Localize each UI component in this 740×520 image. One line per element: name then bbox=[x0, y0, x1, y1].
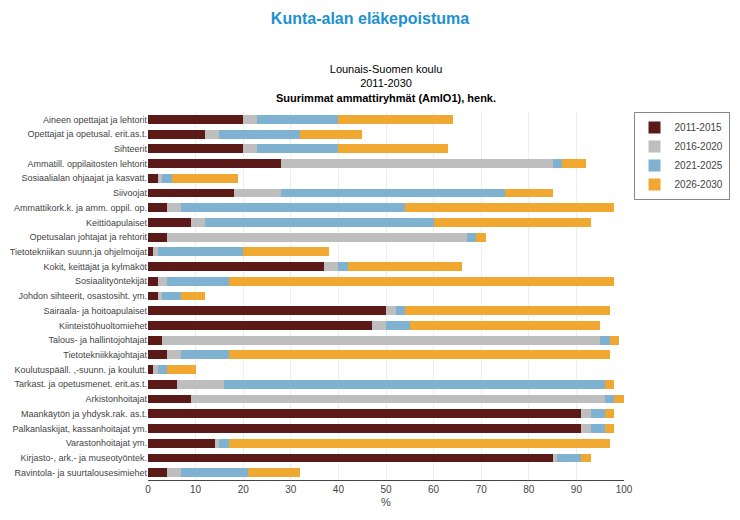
svg-text:Ammatill. oppilaitosten lehtor: Ammatill. oppilaitosten lehtorit bbox=[27, 159, 147, 169]
svg-text:90: 90 bbox=[571, 484, 583, 495]
svg-text:80: 80 bbox=[523, 484, 535, 495]
svg-text:Keittiöapulaiset: Keittiöapulaiset bbox=[86, 218, 148, 228]
svg-text:2011-2015: 2011-2015 bbox=[675, 122, 723, 133]
svg-text:Talous- ja hallintojohtajat: Talous- ja hallintojohtajat bbox=[48, 335, 147, 345]
svg-text:Kokit, keittäjät ja kylmäköt: Kokit, keittäjät ja kylmäköt bbox=[43, 262, 147, 272]
svg-text:Koulutuspääll. ,-suunn. ja kou: Koulutuspääll. ,-suunn. ja koulutt. bbox=[14, 365, 147, 375]
svg-text:2016-2020: 2016-2020 bbox=[675, 141, 723, 152]
svg-text:70: 70 bbox=[476, 484, 488, 495]
svg-text:Tarkast. ja opetusmenet. erit.: Tarkast. ja opetusmenet. erit.as.t. bbox=[14, 379, 147, 389]
svg-text:%: % bbox=[381, 496, 391, 508]
svg-text:Ammattikork.k. ja amm. oppil.: Ammattikork.k. ja amm. oppil. op. bbox=[14, 203, 147, 213]
svg-text:Sihteerit: Sihteerit bbox=[114, 144, 148, 154]
svg-text:2021-2025: 2021-2025 bbox=[675, 160, 723, 171]
svg-text:Tietotekniikan suunn.ja ohjelm: Tietotekniikan suunn.ja ohjelmoijat bbox=[10, 247, 148, 257]
svg-text:Varastonhoitajat ym.: Varastonhoitajat ym. bbox=[66, 438, 147, 448]
svg-text:Kiinteistöhuoltomiehet: Kiinteistöhuoltomiehet bbox=[59, 321, 148, 331]
svg-text:Lounais-Suomen koulu2011-2030S: Lounais-Suomen koulu2011-2030Suurimmat a… bbox=[276, 63, 496, 104]
svg-text:0: 0 bbox=[145, 484, 151, 495]
svg-text:Kunta-alan eläkepoistuma: Kunta-alan eläkepoistuma bbox=[271, 10, 469, 27]
svg-text:Opetusalan johtajat ja rehtori: Opetusalan johtajat ja rehtorit bbox=[29, 232, 147, 242]
svg-text:Aineen opettajat ja lehtorit: Aineen opettajat ja lehtorit bbox=[43, 115, 148, 125]
svg-text:Arkistonhoitajat: Arkistonhoitajat bbox=[85, 394, 147, 404]
svg-text:Kirjasto-, ark.- ja museotyönt: Kirjasto-, ark.- ja museotyöntek. bbox=[20, 453, 147, 463]
svg-text:Siivoojat: Siivoojat bbox=[113, 188, 148, 198]
svg-text:30: 30 bbox=[285, 484, 297, 495]
svg-text:10: 10 bbox=[190, 484, 202, 495]
svg-text:100: 100 bbox=[616, 484, 633, 495]
svg-text:40: 40 bbox=[333, 484, 345, 495]
svg-text:Johdon sihteerit, osastosiht.: Johdon sihteerit, osastosiht. ym. bbox=[18, 291, 147, 301]
svg-text:Sosiaalialan ohjaajat ja kasva: Sosiaalialan ohjaajat ja kasvatt. bbox=[21, 173, 147, 183]
svg-text:2026-2030: 2026-2030 bbox=[675, 179, 723, 190]
svg-text:Ravintola- ja suurtalousesimie: Ravintola- ja suurtalousesimiehet bbox=[14, 468, 147, 478]
svg-text:Tietotekniikkajohtajat: Tietotekniikkajohtajat bbox=[63, 350, 147, 360]
svg-text:50: 50 bbox=[380, 484, 392, 495]
svg-text:Sosiaalityöntekijät: Sosiaalityöntekijät bbox=[75, 276, 148, 286]
svg-text:60: 60 bbox=[428, 484, 440, 495]
svg-text:Maankäytön ja yhdysk.rak. as.t: Maankäytön ja yhdysk.rak. as.t. bbox=[21, 409, 147, 419]
svg-text:Palkanlaskijat, kassanhoitajat: Palkanlaskijat, kassanhoitajat ym. bbox=[12, 424, 147, 434]
svg-text:Opettajat ja opetusal. erit.as: Opettajat ja opetusal. erit.as.t. bbox=[27, 129, 147, 139]
svg-text:20: 20 bbox=[238, 484, 250, 495]
svg-text:Sairaala- ja hoitoapulaiset: Sairaala- ja hoitoapulaiset bbox=[43, 306, 147, 316]
